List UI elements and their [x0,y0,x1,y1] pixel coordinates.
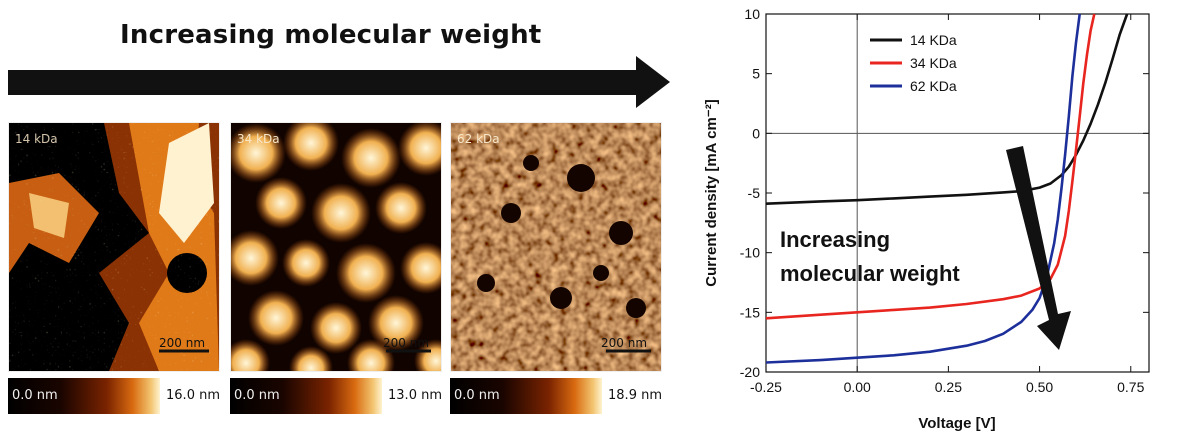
scalebar-label-2: 200 nm [383,336,429,350]
colorbar-min-1: 0.0 nm [12,388,58,403]
x-tick-label: 0.50 [1026,379,1053,395]
afm-panel-3: 62 kDa 200 nm [450,122,662,372]
colorbar-min-3: 0.0 nm [454,388,500,403]
chart-annotation: Increasing molecular weight [780,227,960,286]
legend: 14 KDa 34 KDa 62 KDa [870,32,957,94]
figure-heading: Increasing molecular weight [120,20,542,50]
afm-label-3: 62 kDa [457,132,500,146]
series-line-3 [765,13,1081,364]
colorbar-gradient-3 [450,378,602,414]
colorbar-1: 0.0 nm 16.0 nm [8,378,220,414]
afm-panel-2: 34 kDa 200 nm [230,122,442,372]
series-line-1 [765,13,1129,205]
legend-label-2: 34 KDa [910,55,957,71]
colorbar-2: 0.0 nm 13.0 nm [230,378,442,414]
colorbar-max-1: 16.0 nm [166,388,220,403]
y-tick-label: -15 [740,304,760,320]
y-tick-label: -10 [740,245,760,261]
arrow-right-icon [8,56,670,108]
colorbar-gradient-1 [8,378,160,414]
colorbar-gradient-2 [230,378,382,414]
x-tick-label: -0.25 [750,379,782,395]
y-tick-label: -5 [748,185,761,201]
y-tick-label: -20 [740,364,760,380]
afm-image-1: 14 kDa 200 nm [9,123,219,371]
plot-area [765,13,1150,373]
x-axis-ticks: -0.25 0.00 0.25 0.50 0.75 [750,14,1145,395]
scalebar-label-3: 200 nm [601,336,647,350]
x-tick-label: 0.00 [844,379,871,395]
x-tick-label: 0.25 [935,379,962,395]
y-tick-label: 5 [752,66,760,82]
legend-label-3: 62 KDa [910,78,957,94]
colorbar-max-2: 13.0 nm [388,388,442,403]
y-tick-label: 0 [752,125,760,141]
jv-chart: -20 -15 -10 -5 0 5 10 -0.25 0.00 0.25 0.50 0.75 Cu… [703,6,1150,432]
y-axis-label: Current density [mA cm⁻²] [703,99,720,286]
afm-label-1: 14 kDa [15,132,58,146]
y-axis-ticks: -20 -15 -10 -5 0 5 10 [740,6,1149,380]
afm-label-2: 34 kDa [237,132,280,146]
y-tick-label: 10 [744,6,760,22]
series-group [765,13,1129,364]
arrow-down-icon [1006,146,1071,350]
afm-panel-1: 14 kDa 200 nm [8,122,220,372]
big-arrow-graphic [8,56,670,108]
colorbar-min-2: 0.0 nm [234,388,280,403]
x-tick-label: 0.75 [1117,379,1144,395]
legend-label-1: 14 KDa [910,32,957,48]
afm-image-2: 34 kDa 200 nm [231,123,441,371]
x-axis-label: Voltage [V] [918,415,995,432]
series-line-2 [765,13,1096,320]
colorbar-max-3: 18.9 nm [608,388,662,403]
scalebar-label-1: 200 nm [159,336,205,350]
afm-image-3: 62 kDa 200 nm [451,123,661,371]
trend-arrow [1006,146,1071,350]
colorbar-3: 0.0 nm 18.9 nm [450,378,662,414]
